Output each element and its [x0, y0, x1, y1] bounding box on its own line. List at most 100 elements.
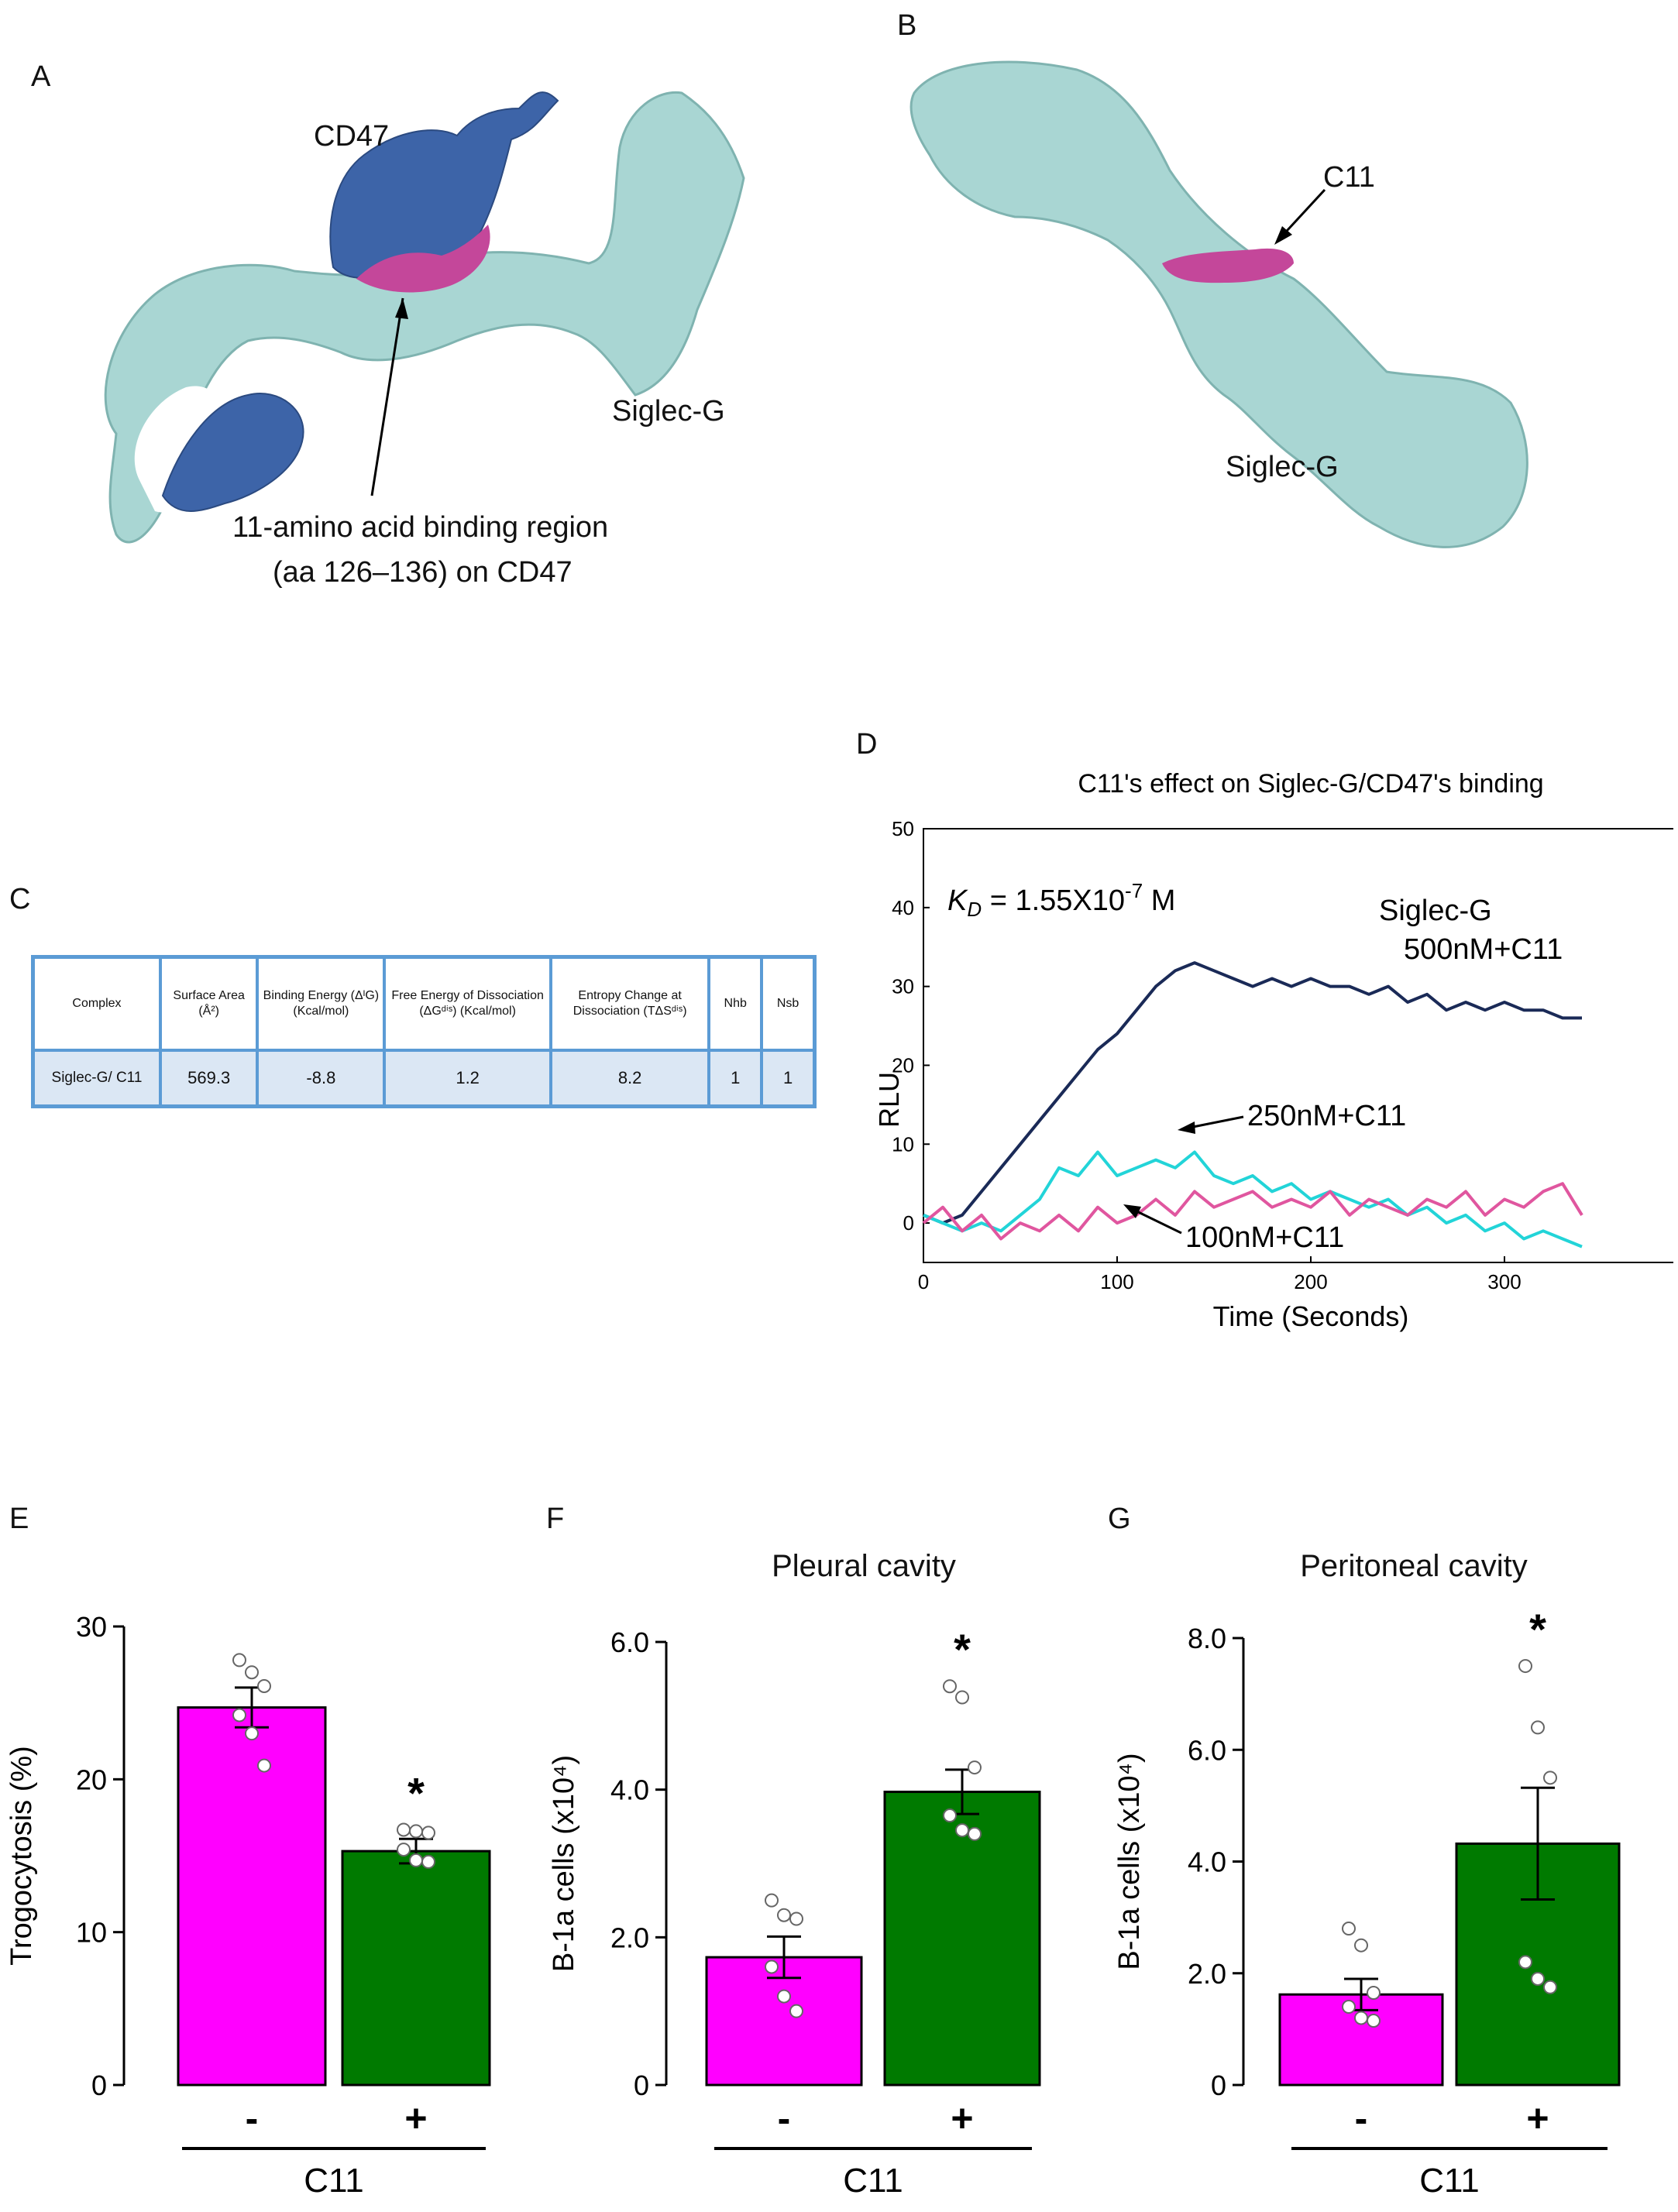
- table-header-cell: Surface Area (Å²): [160, 957, 258, 1050]
- table-cell: Siglec-G/ C11: [33, 1050, 160, 1106]
- panel-label-b: B: [897, 9, 917, 42]
- chart-g-ylabel: B-1a cells (x10⁴): [1113, 1753, 1146, 1970]
- chart-f-category-label: -: [778, 2097, 791, 2140]
- chart-f-data-point: [955, 1823, 969, 1838]
- binding-energy-table: Complex Surface Area (Å²) Binding Energy…: [31, 955, 817, 1108]
- panel-label-d: D: [856, 728, 878, 761]
- chart-f-ytick-label: 4.0: [610, 1774, 649, 1806]
- chart-f-data-point: [968, 1826, 982, 1841]
- chart-f-title: Pleural cavity: [772, 1549, 956, 1583]
- table-header-cell: Binding Energy (ΔᴵG) (Kcal/mol): [257, 957, 385, 1050]
- chart-f-ytick-label: 0: [634, 2069, 649, 2101]
- chart-g-ytick-label: 8.0: [1188, 1623, 1226, 1654]
- panel-label-f: F: [546, 1503, 565, 1535]
- table-header-cell: Complex: [33, 957, 160, 1050]
- siglec-g-label-a: Siglec-G: [612, 395, 725, 428]
- table-cell: -8.8: [257, 1050, 385, 1106]
- chart-e-data-point: [397, 1822, 411, 1837]
- chart-d-ytick-label: 0: [903, 1211, 914, 1235]
- chart-d-xtick-label: 200: [1294, 1270, 1327, 1293]
- chart-f-category-label: +: [951, 2097, 973, 2140]
- chart-g-data-point: [1531, 1720, 1545, 1735]
- chart-e-ytick-label: 0: [91, 2069, 107, 2101]
- chart-e-data-point: [421, 1854, 435, 1869]
- kd-value: = 1.55X10: [982, 884, 1125, 917]
- arrowhead-250nm: [1178, 1121, 1195, 1134]
- panel-b-structure: [909, 60, 1528, 548]
- kd-symbol: K: [947, 884, 968, 917]
- chart-d: C11's effect on Siglec-G/CD47's binding …: [873, 769, 1673, 1332]
- chart-g-ytick-label: 4.0: [1188, 1846, 1226, 1878]
- table-cell: 569.3: [160, 1050, 258, 1106]
- chart-f-data-point: [943, 1679, 957, 1694]
- binding-region-arrowhead: [395, 298, 408, 319]
- chart-g-data-point: [1543, 1980, 1557, 1994]
- kd-unit: M: [1143, 884, 1175, 917]
- chart-e-ytick-label: 10: [76, 1917, 107, 1949]
- table-cell: 1: [762, 1050, 814, 1106]
- chart-d-xtick-label: 0: [918, 1270, 929, 1293]
- chart-e: 0 10 20 30 Trogocytosis (%) - + * C11: [5, 1611, 491, 2200]
- cd47-label: CD47: [314, 120, 390, 153]
- chart-d-ytick-label: 10: [892, 1132, 914, 1156]
- chart-e-category-label: -: [246, 2097, 259, 2140]
- chart-f-data-point: [777, 1989, 791, 2004]
- chart-f-significance-star: *: [954, 1625, 971, 1674]
- chart-e-data-point: [409, 1853, 423, 1867]
- chart-d-xtick-label: 100: [1100, 1270, 1133, 1293]
- chart-e-data-point: [409, 1824, 423, 1839]
- chart-f-data-point: [789, 2004, 803, 2018]
- panel-label-e: E: [9, 1503, 29, 1535]
- binding-region-label-line2: (aa 126–136) on CD47: [273, 556, 573, 589]
- kd-subscript: D: [967, 898, 982, 921]
- binding-region-label-line1: 11-amino acid binding region: [232, 511, 609, 544]
- chart-g-data-point: [1354, 1938, 1368, 1953]
- chart-g: 0 2.0 4.0 6.0 8.0 B-1a cells (x10⁴) - + * C11: [1113, 1605, 1621, 2200]
- chart-f-ytick-label: 2.0: [610, 1922, 649, 1953]
- table-header-row: Complex Surface Area (Å²) Binding Energy…: [33, 957, 814, 1050]
- c11-label: C11: [1323, 161, 1375, 194]
- table-header-cell: Free Energy of Dissociation (ΔGᵈⁱˢ) (Kca…: [384, 957, 551, 1050]
- chart-e-ytick-label: 20: [76, 1764, 107, 1795]
- table-header-cell: Entropy Change at Dissociation (TΔSᵈⁱˢ): [550, 957, 710, 1050]
- chart-g-data-point: [1354, 2011, 1368, 2025]
- chart-e-bar-minus: [177, 1706, 327, 2087]
- panel-label-c: C: [9, 883, 31, 915]
- chart-f-data-point: [765, 1893, 779, 1908]
- chart-e-data-point: [397, 1843, 411, 1857]
- siglec-g-label-b: Siglec-G: [1226, 451, 1339, 483]
- chart-d-title: C11's effect on Siglec-G/CD47's binding: [1078, 769, 1543, 799]
- chart-d-series-250nm: [923, 1150, 1583, 1249]
- chart-f-ylabel: B-1a cells (x10⁴): [548, 1755, 580, 1972]
- chart-d-ytick-label: 20: [892, 1053, 914, 1077]
- chart-e-data-point: [257, 1678, 271, 1693]
- table-header-cell: Nhb: [709, 957, 762, 1050]
- table-row: Siglec-G/ C11 569.3 -8.8 1.2 8.2 1 1: [33, 1050, 814, 1106]
- cd47-surface: [161, 91, 559, 512]
- chart-g-data-point: [1543, 1771, 1557, 1785]
- chart-d-ylabel: RLU: [873, 1072, 905, 1128]
- binding-region-arrow: [370, 297, 404, 496]
- chart-e-ytick-label: 30: [76, 1611, 107, 1643]
- chart-d-ytick-label: 30: [892, 975, 914, 998]
- chart-d-kd-annotation: KD = 1.55X10-7 M: [947, 879, 1175, 921]
- binding-region-highlight: [356, 225, 490, 293]
- chart-g-data-point: [1531, 1971, 1545, 1986]
- chart-e-data-point: [257, 1758, 271, 1773]
- chart-f: 0 2.0 4.0 6.0 B-1a cells (x10⁴) - + * C11: [548, 1625, 1041, 2200]
- chart-g-data-point: [1367, 2014, 1381, 2028]
- chart-e-data-point: [421, 1826, 435, 1840]
- chart-d-xtick-label: 300: [1487, 1270, 1521, 1293]
- kd-exponent: -7: [1125, 879, 1143, 902]
- table-cell: 1: [709, 1050, 762, 1106]
- series-label-100nm: 100nM+C11: [1185, 1221, 1344, 1254]
- c11-highlight: [1162, 248, 1294, 283]
- chart-f-ytick-label: 6.0: [610, 1626, 649, 1658]
- chart-f-xlabel: C11: [843, 2162, 903, 2200]
- chart-g-category-label: +: [1526, 2097, 1549, 2140]
- chart-g-data-point: [1342, 2000, 1356, 2014]
- chart-d-series-500nm: [923, 961, 1582, 1225]
- table-header-cell: Nsb: [762, 957, 814, 1050]
- chart-f-data-point: [777, 1908, 791, 1922]
- chart-f-data-point: [968, 1760, 982, 1775]
